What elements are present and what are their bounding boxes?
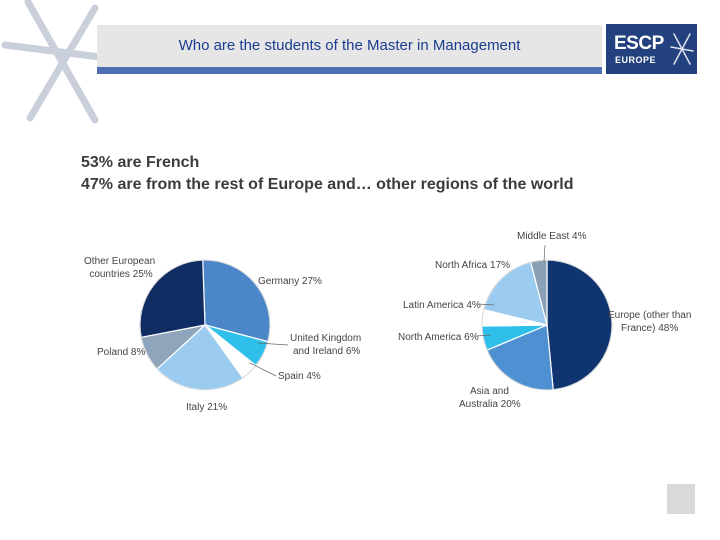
pie-nationality-world xyxy=(481,259,613,391)
title-bar xyxy=(97,25,602,67)
label-spain: Spain 4% xyxy=(278,371,321,382)
label-other-european: Other European countries 25% xyxy=(84,256,158,280)
label-other-european-line2: countries 25% xyxy=(89,269,152,280)
label-europe-line1: Europe (other than xyxy=(608,310,691,321)
pie2-slice-0 xyxy=(546,259,613,391)
logo-main-text: ESCP xyxy=(614,33,664,54)
logo-sub-text: EUROPE xyxy=(615,55,657,65)
pie1-outline xyxy=(139,259,271,391)
slide-number-box xyxy=(667,484,695,514)
corner-star-graphic xyxy=(1,0,110,124)
label-asia-australia: Asia and Australia 20% xyxy=(459,386,521,410)
label-germany: Germany 27% xyxy=(258,276,322,287)
label-uk-line2: and Ireland 6% xyxy=(293,346,360,357)
title-underline xyxy=(97,67,602,74)
headline-rest: 47% are from the rest of Europe and… oth… xyxy=(81,176,574,193)
label-uk-ireland: United Kingdom and Ireland 6% xyxy=(290,333,364,357)
label-north-africa: North Africa 17% xyxy=(435,260,510,271)
label-latin-america: Latin America 4% xyxy=(403,300,481,311)
label-asia-line1: Asia and xyxy=(470,386,509,397)
slide-title: Who are the students of the Master in Ma… xyxy=(178,37,521,54)
label-uk-line1: United Kingdom xyxy=(290,333,361,344)
label-europe-line2: France) 48% xyxy=(621,323,678,334)
pie2-outline xyxy=(481,259,613,391)
label-poland: Poland 8% xyxy=(97,347,145,358)
label-europe-other: Europe (other than France) 48% xyxy=(608,310,694,334)
label-asia-line2: Australia 20% xyxy=(459,399,521,410)
headline-french: 53% are French xyxy=(81,154,200,171)
logo-star-icon xyxy=(670,33,694,65)
label-other-european-line1: Other European xyxy=(84,256,155,267)
label-middle-east: Middle East 4% xyxy=(517,231,587,242)
label-italy: Italy 21% xyxy=(186,402,227,413)
pie-nationality-europe xyxy=(139,259,271,391)
escp-europe-logo: ESCP EUROPE xyxy=(606,24,697,74)
label-north-america: North America 6% xyxy=(398,332,479,343)
